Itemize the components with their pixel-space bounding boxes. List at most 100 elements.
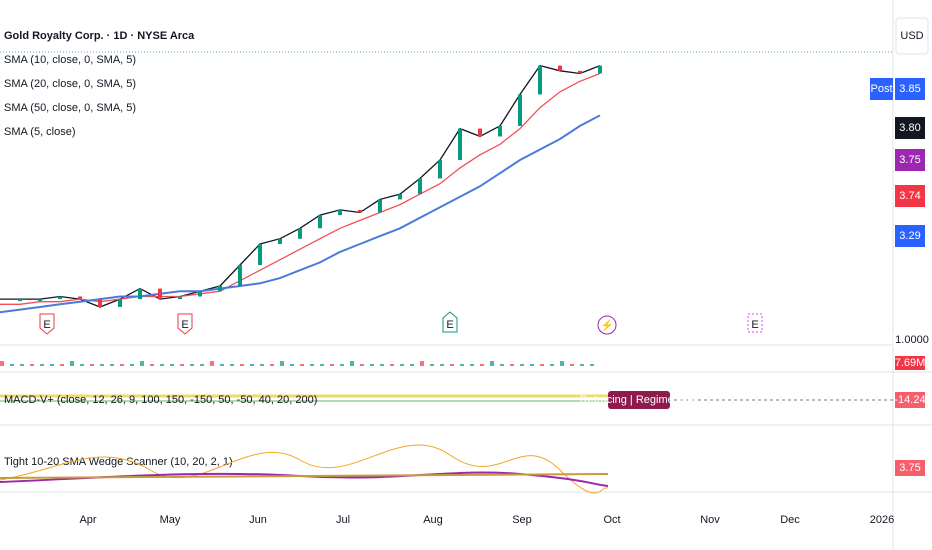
candle [538, 65, 542, 95]
legend-entry: SMA (10, close, 0, SMA, 5) [4, 54, 136, 66]
time-label: 2026 [870, 514, 894, 526]
volume-bar [110, 364, 114, 366]
volume-bar [230, 364, 234, 366]
price-label: 3.29 [899, 230, 920, 242]
volume-bar [80, 364, 84, 366]
time-label: Apr [79, 514, 96, 526]
svg-text:E: E [43, 319, 50, 331]
volume-bar [330, 364, 334, 366]
label-bg [895, 356, 925, 370]
svg-text:E: E [181, 319, 188, 331]
time-label: Jul [336, 514, 350, 526]
volume-bar [380, 364, 384, 366]
candle [58, 296, 62, 300]
volume-bar [550, 364, 554, 366]
volume-bar [200, 364, 204, 366]
volume-bar [530, 364, 534, 366]
volume-bar [270, 364, 274, 366]
earnings-markers: E E E ⚡ E [39, 311, 763, 335]
candle [358, 209, 362, 213]
price-label-bg [870, 78, 893, 100]
currency-box[interactable] [895, 17, 929, 55]
candle [558, 65, 562, 71]
volume-bar [10, 364, 14, 366]
candle [418, 178, 422, 195]
volume-bar [210, 361, 214, 366]
svg-text:E: E [446, 319, 453, 331]
volume-bar [90, 364, 94, 366]
volume-bar [360, 364, 364, 366]
candle [18, 299, 22, 302]
volume-bar [560, 361, 564, 366]
title: Gold Royalty Corp. · 1D · NYSE Arca [4, 30, 195, 42]
volume-bar [430, 364, 434, 366]
macd-label: -14.24 [894, 394, 925, 406]
time-label: Dec [780, 514, 800, 526]
currency: USD [900, 30, 923, 42]
volume-bar [260, 364, 264, 366]
legend-entry: SMA (5, close) [4, 126, 76, 138]
volume-scale: 1.0000 [895, 334, 929, 346]
macd-title: MACD-V+ (close, 12, 26, 9, 100, 150, -15… [4, 394, 317, 406]
volume-bar [240, 364, 244, 366]
scale-bg [893, 333, 932, 347]
time-label: May [160, 514, 181, 526]
label-bg [895, 392, 925, 408]
volume-bar [580, 364, 584, 366]
volume-bar [370, 364, 374, 366]
volume-bar [70, 361, 74, 366]
volume-label: 7.69M [895, 357, 926, 369]
volume-bar [410, 364, 414, 366]
volume-bar [160, 364, 164, 366]
volume-bar [460, 364, 464, 366]
volume-bar [280, 361, 284, 366]
price-label-bg [895, 117, 925, 139]
time-label: Aug [423, 514, 443, 526]
candle [458, 128, 462, 161]
volume-bar [40, 364, 44, 366]
legend-entry: SMA (50, close, 0, SMA, 5) [4, 102, 136, 114]
candle [78, 296, 82, 300]
volume-bar [130, 364, 134, 366]
volume-bar [0, 361, 4, 366]
candle [498, 125, 502, 137]
volume-bar [180, 364, 184, 366]
candle [258, 243, 262, 265]
volume-bar [100, 364, 104, 366]
price-label-bg [895, 149, 925, 171]
volume-bar [20, 364, 24, 366]
candle [318, 215, 322, 229]
badge-bg [608, 391, 670, 409]
price-label: 3.74 [899, 190, 920, 202]
volume-bar [50, 364, 54, 366]
candle [378, 199, 382, 213]
volume-bar [60, 364, 64, 366]
volume-bar [350, 361, 354, 366]
candle [398, 194, 402, 200]
candle [278, 238, 282, 244]
candle [218, 285, 222, 292]
price-label-bg [895, 78, 925, 100]
volume-bar [120, 364, 124, 366]
candle [198, 291, 202, 297]
candle [118, 299, 122, 307]
volume-bar [450, 364, 454, 366]
label-bg [895, 460, 925, 476]
time-label: Jun [249, 514, 267, 526]
candle [178, 296, 182, 300]
volume-bar [320, 364, 324, 366]
price-label: 3.85 [899, 83, 920, 95]
candle [98, 299, 102, 307]
volume-bar [390, 364, 394, 366]
price-label-bg [895, 185, 925, 207]
volume-bar [30, 364, 34, 366]
candle [238, 264, 242, 286]
volume-bar [590, 364, 594, 366]
scanner-label: 3.75 [899, 462, 920, 474]
scanner-line [0, 473, 609, 479]
price-label: 3.75 [899, 154, 920, 166]
badge: Retracing | Regime: Bull [580, 394, 698, 406]
volume-bar [540, 364, 544, 366]
